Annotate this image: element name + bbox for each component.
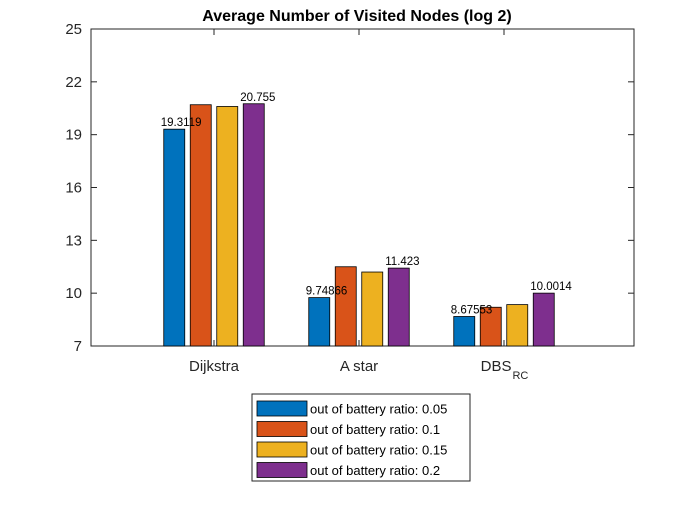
bar [532,292,555,347]
data-label: 8.67553 [451,304,493,316]
y-tick-label: 10 [65,285,82,302]
bar [308,297,331,347]
bar [506,304,529,347]
bar [387,267,410,347]
bar [453,316,476,347]
y-tick-label: 13 [65,232,82,249]
x-category-label: DBS [481,358,512,375]
legend-entry-label: out of battery ratio: 0.1 [310,422,440,437]
legend-swatch [256,400,308,417]
plot-area: 7 10 13 16 19 22 25 19.3119 20.755 9.74866 11.423 8… [65,21,635,382]
bar [361,271,384,347]
bar [163,128,186,347]
data-label: 20.755 [240,92,275,104]
bar [189,104,212,347]
legend-entry-label: out of battery ratio: 0.05 [310,402,447,417]
chart-title: Average Number of Visited Nodes (log 2) [202,8,511,25]
legend-entry-label: out of battery ratio: 0.2 [310,463,440,478]
bar [479,306,502,347]
x-category-subscript: RC [512,370,528,382]
legend-swatch [256,462,308,478]
data-label: 10.0014 [530,281,572,293]
bar [242,103,265,347]
x-category-label: Dijkstra [189,358,240,375]
legend: out of battery ratio: 0.05 out of battery… [251,393,471,482]
y-tick-label: 7 [74,338,82,355]
legend-entry-label: out of battery ratio: 0.15 [310,443,447,458]
data-label: 11.423 [385,256,419,268]
legend-swatch [256,441,308,458]
y-tick-label: 25 [65,21,82,38]
data-label: 19.3119 [161,117,202,129]
bar [216,106,239,347]
x-category-label: A star [340,358,378,375]
data-label: 9.74866 [306,286,348,298]
bar [334,266,357,347]
y-tick-label: 19 [65,127,82,144]
y-tick-label: 22 [65,74,82,91]
legend-swatch [256,421,308,437]
y-tick-label: 16 [65,180,82,197]
